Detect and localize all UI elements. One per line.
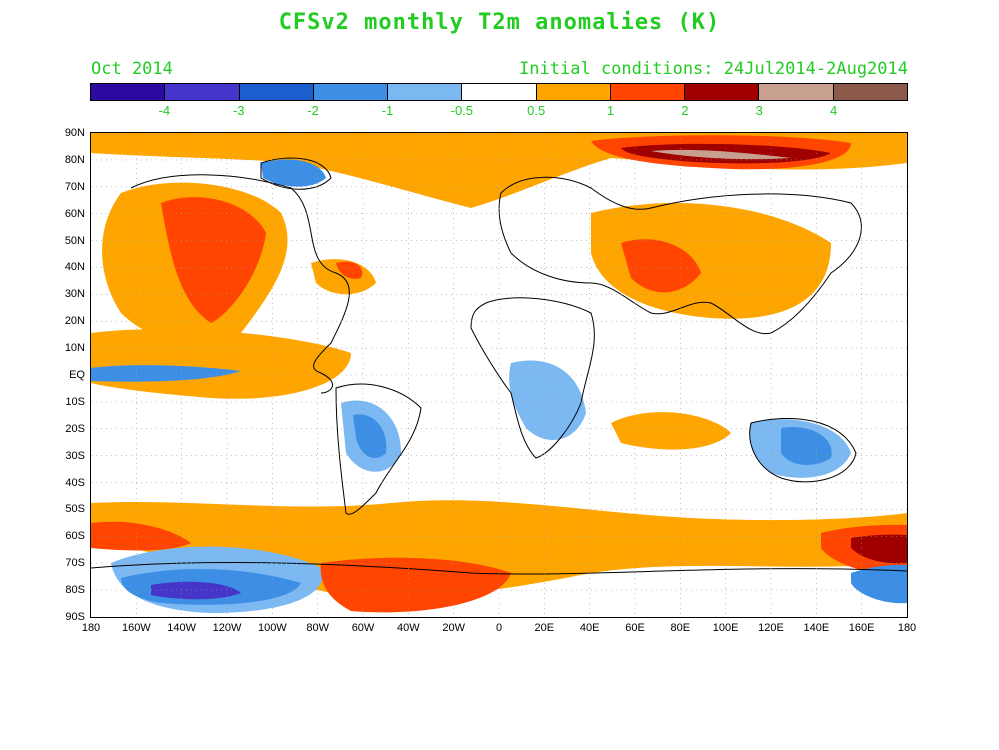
map-title: CFSv2 monthly T2m anomalies (K) bbox=[278, 10, 721, 35]
latitude-label: 50N bbox=[64, 234, 85, 247]
coastlines bbox=[91, 157, 907, 575]
anomaly-map bbox=[90, 132, 908, 618]
legend-swatch-0 bbox=[91, 84, 166, 100]
longitude-label: 160W bbox=[121, 622, 151, 634]
longitude-label: 140E bbox=[803, 622, 830, 634]
latitude-label: 40S bbox=[65, 476, 85, 489]
latitude-label: 20N bbox=[64, 315, 85, 328]
latitude-label: 80S bbox=[65, 584, 85, 597]
longitude-label: 80E bbox=[670, 622, 691, 634]
graticule bbox=[91, 133, 907, 617]
latitude-label: 90N bbox=[64, 127, 85, 139]
longitude-label: 100W bbox=[257, 622, 287, 634]
legend-swatch-2 bbox=[239, 84, 314, 100]
legend-tick-label: 3 bbox=[755, 103, 763, 118]
legend-tick-label: -0.5 bbox=[450, 103, 474, 118]
legend-tick-label: -2 bbox=[307, 103, 319, 118]
longitude-label: 100E bbox=[712, 622, 739, 634]
longitude-label: 160E bbox=[848, 622, 875, 634]
longitude-label: 180 bbox=[81, 622, 101, 634]
latitude-label: 30S bbox=[65, 449, 85, 462]
longitude-label: 120E bbox=[758, 622, 784, 634]
legend-swatch-8 bbox=[685, 84, 760, 100]
longitude-label: 140W bbox=[167, 622, 197, 634]
legend-swatch-10 bbox=[833, 84, 907, 100]
latitude-label: 60S bbox=[65, 530, 85, 543]
legend-swatch-9 bbox=[759, 84, 834, 100]
longitude-label: 120W bbox=[212, 622, 242, 634]
longitude-label: 60E bbox=[625, 622, 645, 634]
legend-tick-label: -1 bbox=[381, 103, 394, 118]
longitude-label: 20W bbox=[442, 622, 465, 634]
longitude-label: 40E bbox=[579, 622, 600, 634]
legend-swatch-5 bbox=[462, 84, 537, 100]
latitude-label: 70S bbox=[65, 557, 85, 570]
latitude-label: 70N bbox=[64, 180, 85, 193]
latitude-label: 50S bbox=[65, 503, 85, 516]
initial-conditions-label: Initial conditions: 24Jul2014-2Aug2014 bbox=[519, 59, 908, 79]
legend-tick-label: 0.5 bbox=[527, 103, 546, 118]
legend-tick-label: 1 bbox=[606, 103, 615, 118]
latitude-label: 30N bbox=[64, 288, 85, 301]
longitude-label: 0 bbox=[495, 622, 503, 634]
latitude-label: 60N bbox=[64, 207, 85, 220]
longitude-label: 40W bbox=[397, 622, 420, 634]
forecast-month: Oct 2014 bbox=[91, 59, 173, 79]
latitude-label: 10N bbox=[64, 342, 85, 355]
legend-tick-label: -3 bbox=[232, 103, 245, 118]
legend-tick-label: -4 bbox=[158, 103, 171, 118]
legend-swatch-4 bbox=[388, 84, 463, 100]
latitude-label: 90S bbox=[65, 611, 85, 623]
color-legend-bar bbox=[90, 83, 908, 101]
latitude-label: EQ bbox=[69, 369, 85, 381]
legend-swatch-6 bbox=[536, 84, 611, 100]
latitude-label: 40N bbox=[64, 261, 85, 274]
latitude-label: 10S bbox=[65, 395, 85, 408]
legend-tick-label: 2 bbox=[681, 103, 689, 118]
legend-swatch-3 bbox=[313, 84, 389, 100]
longitude-label: 80W bbox=[306, 622, 329, 634]
legend-swatch-7 bbox=[610, 84, 686, 100]
legend-tick-label: 4 bbox=[830, 103, 838, 118]
legend-swatch-1 bbox=[165, 84, 240, 100]
latitude-label: 20S bbox=[65, 422, 85, 435]
latitude-label: 80N bbox=[64, 153, 85, 166]
longitude-label: 180 bbox=[897, 622, 917, 634]
longitude-label: 20E bbox=[534, 622, 555, 634]
longitude-label: 60W bbox=[351, 622, 375, 634]
